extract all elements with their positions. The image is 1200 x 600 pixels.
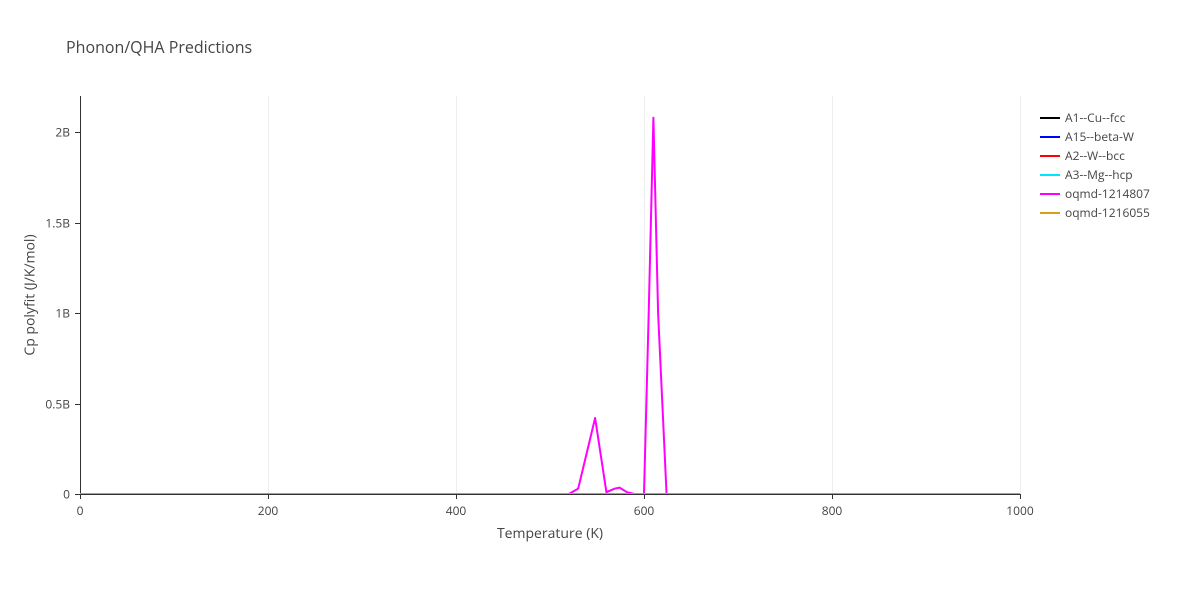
- series-line[interactable]: [80, 118, 1020, 494]
- chart-container: Phonon/QHA Predictions Temperature (K) C…: [0, 0, 1200, 600]
- chart-lines: [0, 0, 1200, 600]
